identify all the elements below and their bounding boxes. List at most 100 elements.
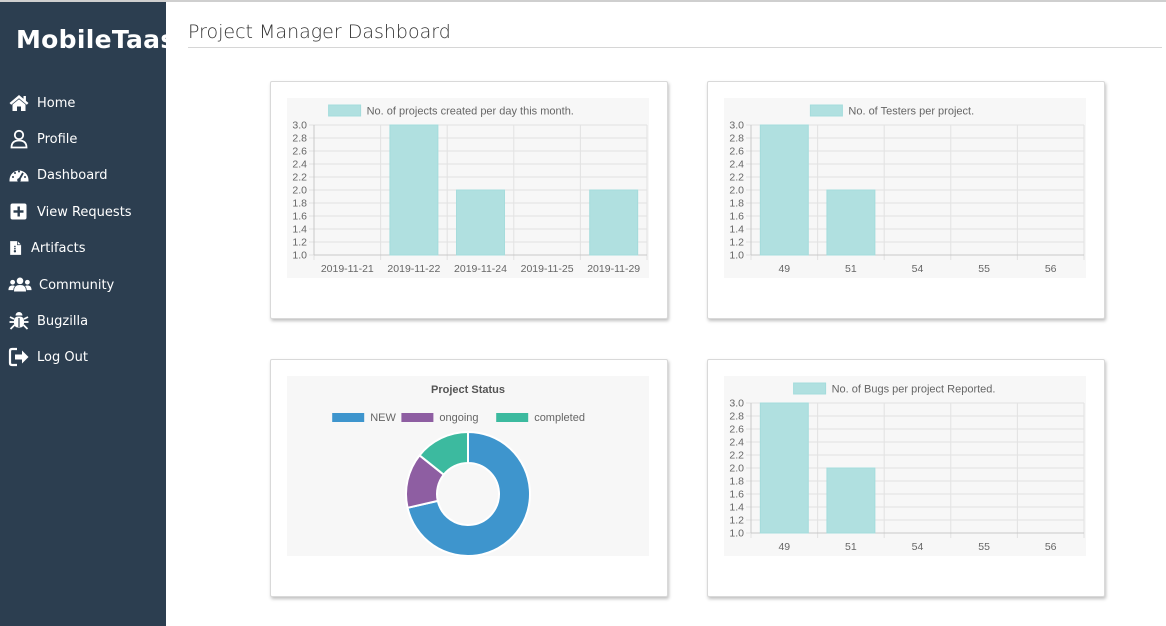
- nav-item-home[interactable]: Home: [8, 90, 75, 116]
- y-tick-label: 1.2: [729, 515, 744, 527]
- x-tick-label: 2019-11-29: [587, 263, 640, 275]
- y-tick-label: 3.0: [292, 120, 307, 132]
- users-icon: [8, 277, 32, 292]
- x-tick-label: 2019-11-21: [321, 263, 374, 275]
- y-tick-label: 1.4: [729, 502, 744, 514]
- y-tick-label: 2.6: [729, 146, 744, 158]
- x-tick-label: 54: [912, 263, 924, 275]
- chart-title: Project Status: [431, 384, 505, 396]
- bar: [759, 124, 809, 256]
- nav-item-view-requests[interactable]: View Requests: [8, 199, 132, 225]
- y-tick-label: 1.2: [292, 237, 307, 249]
- user-icon: [10, 129, 28, 149]
- nav-label-artifacts: Artifacts: [31, 240, 86, 256]
- x-tick-label: 2019-11-24: [454, 263, 507, 275]
- chart-card-projects-per-day: No. of projects created per day this mon…: [270, 81, 668, 319]
- bar: [456, 189, 505, 256]
- y-tick-label: 1.0: [729, 250, 744, 262]
- legend-label: ongoing: [439, 412, 478, 424]
- sign-out-icon: [8, 347, 29, 367]
- title-divider: [188, 47, 1162, 48]
- y-tick-label: 3.0: [729, 398, 744, 410]
- y-tick-label: 1.0: [292, 250, 307, 262]
- y-tick-label: 1.6: [292, 211, 307, 223]
- y-tick-label: 1.6: [729, 211, 744, 223]
- pie-slice: [406, 430, 531, 556]
- y-tick-label: 1.8: [729, 198, 744, 210]
- y-tick-label: 2.0: [292, 185, 307, 197]
- y-tick-label: 3.0: [729, 120, 744, 132]
- legend-label: No. of projects created per day this mon…: [367, 106, 574, 118]
- y-tick-label: 1.6: [729, 489, 744, 501]
- bar: [589, 189, 639, 256]
- nav-item-community[interactable]: Community: [8, 272, 114, 298]
- x-tick-label: 49: [778, 541, 790, 553]
- home-icon: [9, 95, 29, 111]
- nav-label-profile: Profile: [37, 131, 78, 147]
- legend-label: completed: [534, 412, 585, 424]
- legend-label: No. of Testers per project.: [848, 106, 974, 118]
- y-tick-label: 1.8: [729, 476, 744, 488]
- y-tick-label: 2.2: [292, 172, 307, 184]
- y-tick-label: 2.0: [729, 463, 744, 475]
- top-border: [0, 0, 1166, 2]
- pie-slice: [418, 430, 469, 477]
- y-tick-label: 2.8: [729, 133, 744, 145]
- y-tick-label: 2.2: [729, 172, 744, 184]
- nav-item-bugzilla[interactable]: Bugzilla: [8, 308, 88, 334]
- nav-item-dashboard[interactable]: Dashboard: [8, 162, 108, 188]
- chart-card-bugs-per-project: No. of Bugs per project Reported. 3.0 2.8 2…: [707, 359, 1105, 597]
- legend-swatch: [496, 413, 529, 422]
- bar: [826, 189, 876, 256]
- y-tick-label: 2.0: [729, 185, 744, 197]
- bug-icon: [9, 312, 29, 330]
- x-tick-label: 56: [1045, 541, 1057, 553]
- y-tick-label: 1.0: [729, 528, 744, 540]
- sidebar: MobileTaas Home Profile Dashboard: [0, 2, 175, 626]
- legend-swatch: [332, 413, 365, 422]
- nav-label-dashboard: Dashboard: [37, 167, 108, 183]
- y-tick-label: 2.6: [292, 146, 307, 158]
- x-tick-label: 54: [912, 541, 924, 553]
- nav-item-profile[interactable]: Profile: [8, 126, 77, 152]
- y-tick-label: 2.2: [729, 450, 744, 462]
- nav-label-log-out: Log Out: [37, 349, 88, 365]
- legend-label: NEW: [370, 412, 396, 424]
- y-tick-label: 1.4: [729, 224, 744, 236]
- plus-square-icon: [10, 203, 27, 220]
- x-tick-label: 2019-11-22: [387, 263, 440, 275]
- dashboard-gauge-icon: [9, 170, 29, 182]
- x-tick-label: 49: [778, 263, 790, 275]
- testers-per-project-chart: No. of Testers per project.3.02.82.62.42…: [724, 98, 1086, 278]
- y-tick-label: 2.4: [729, 159, 744, 171]
- nav-item-log-out[interactable]: Log Out: [8, 344, 88, 370]
- y-tick-label: 1.2: [729, 237, 744, 249]
- legend-swatch: [328, 104, 362, 117]
- bar: [759, 402, 809, 534]
- chart-card-project-status: Project Status NEW ongoing completed: [270, 359, 668, 597]
- y-tick-label: 2.8: [729, 411, 744, 423]
- projects-per-day-chart: No. of projects created per day this mon…: [287, 98, 649, 278]
- legend-swatch: [401, 413, 434, 422]
- legend-label: No. of Bugs per project Reported.: [832, 384, 996, 396]
- page-title: Project Manager Dashboard: [188, 21, 451, 43]
- project-status-chart: Project Status NEW ongoing completed: [287, 376, 649, 556]
- y-tick-label: 2.6: [729, 424, 744, 436]
- nav-label-home: Home: [37, 95, 76, 111]
- x-tick-label: 51: [845, 263, 857, 275]
- x-tick-label: 51: [845, 541, 857, 553]
- chart-card-testers-per-project: No. of Testers per project. 3.0 2.8 2.6 2.4 2…: [707, 81, 1105, 319]
- y-tick-label: 1.4: [292, 224, 307, 236]
- y-tick-label: 2.4: [292, 159, 307, 171]
- y-tick-label: 1.8: [292, 198, 307, 210]
- nav-label-bugzilla: Bugzilla: [37, 313, 89, 329]
- bugs-per-project-chart: No. of Bugs per project Reported.3.02.82…: [724, 376, 1086, 556]
- y-tick-label: 2.4: [729, 437, 744, 449]
- bar: [826, 467, 876, 534]
- x-tick-label: 56: [1045, 263, 1057, 275]
- legend-swatch: [809, 104, 843, 117]
- app-brand[interactable]: MobileTaas: [16, 25, 176, 54]
- bar: [389, 124, 439, 256]
- x-tick-label: 2019-11-25: [521, 263, 574, 275]
- nav-item-artifacts[interactable]: Artifacts: [8, 235, 86, 261]
